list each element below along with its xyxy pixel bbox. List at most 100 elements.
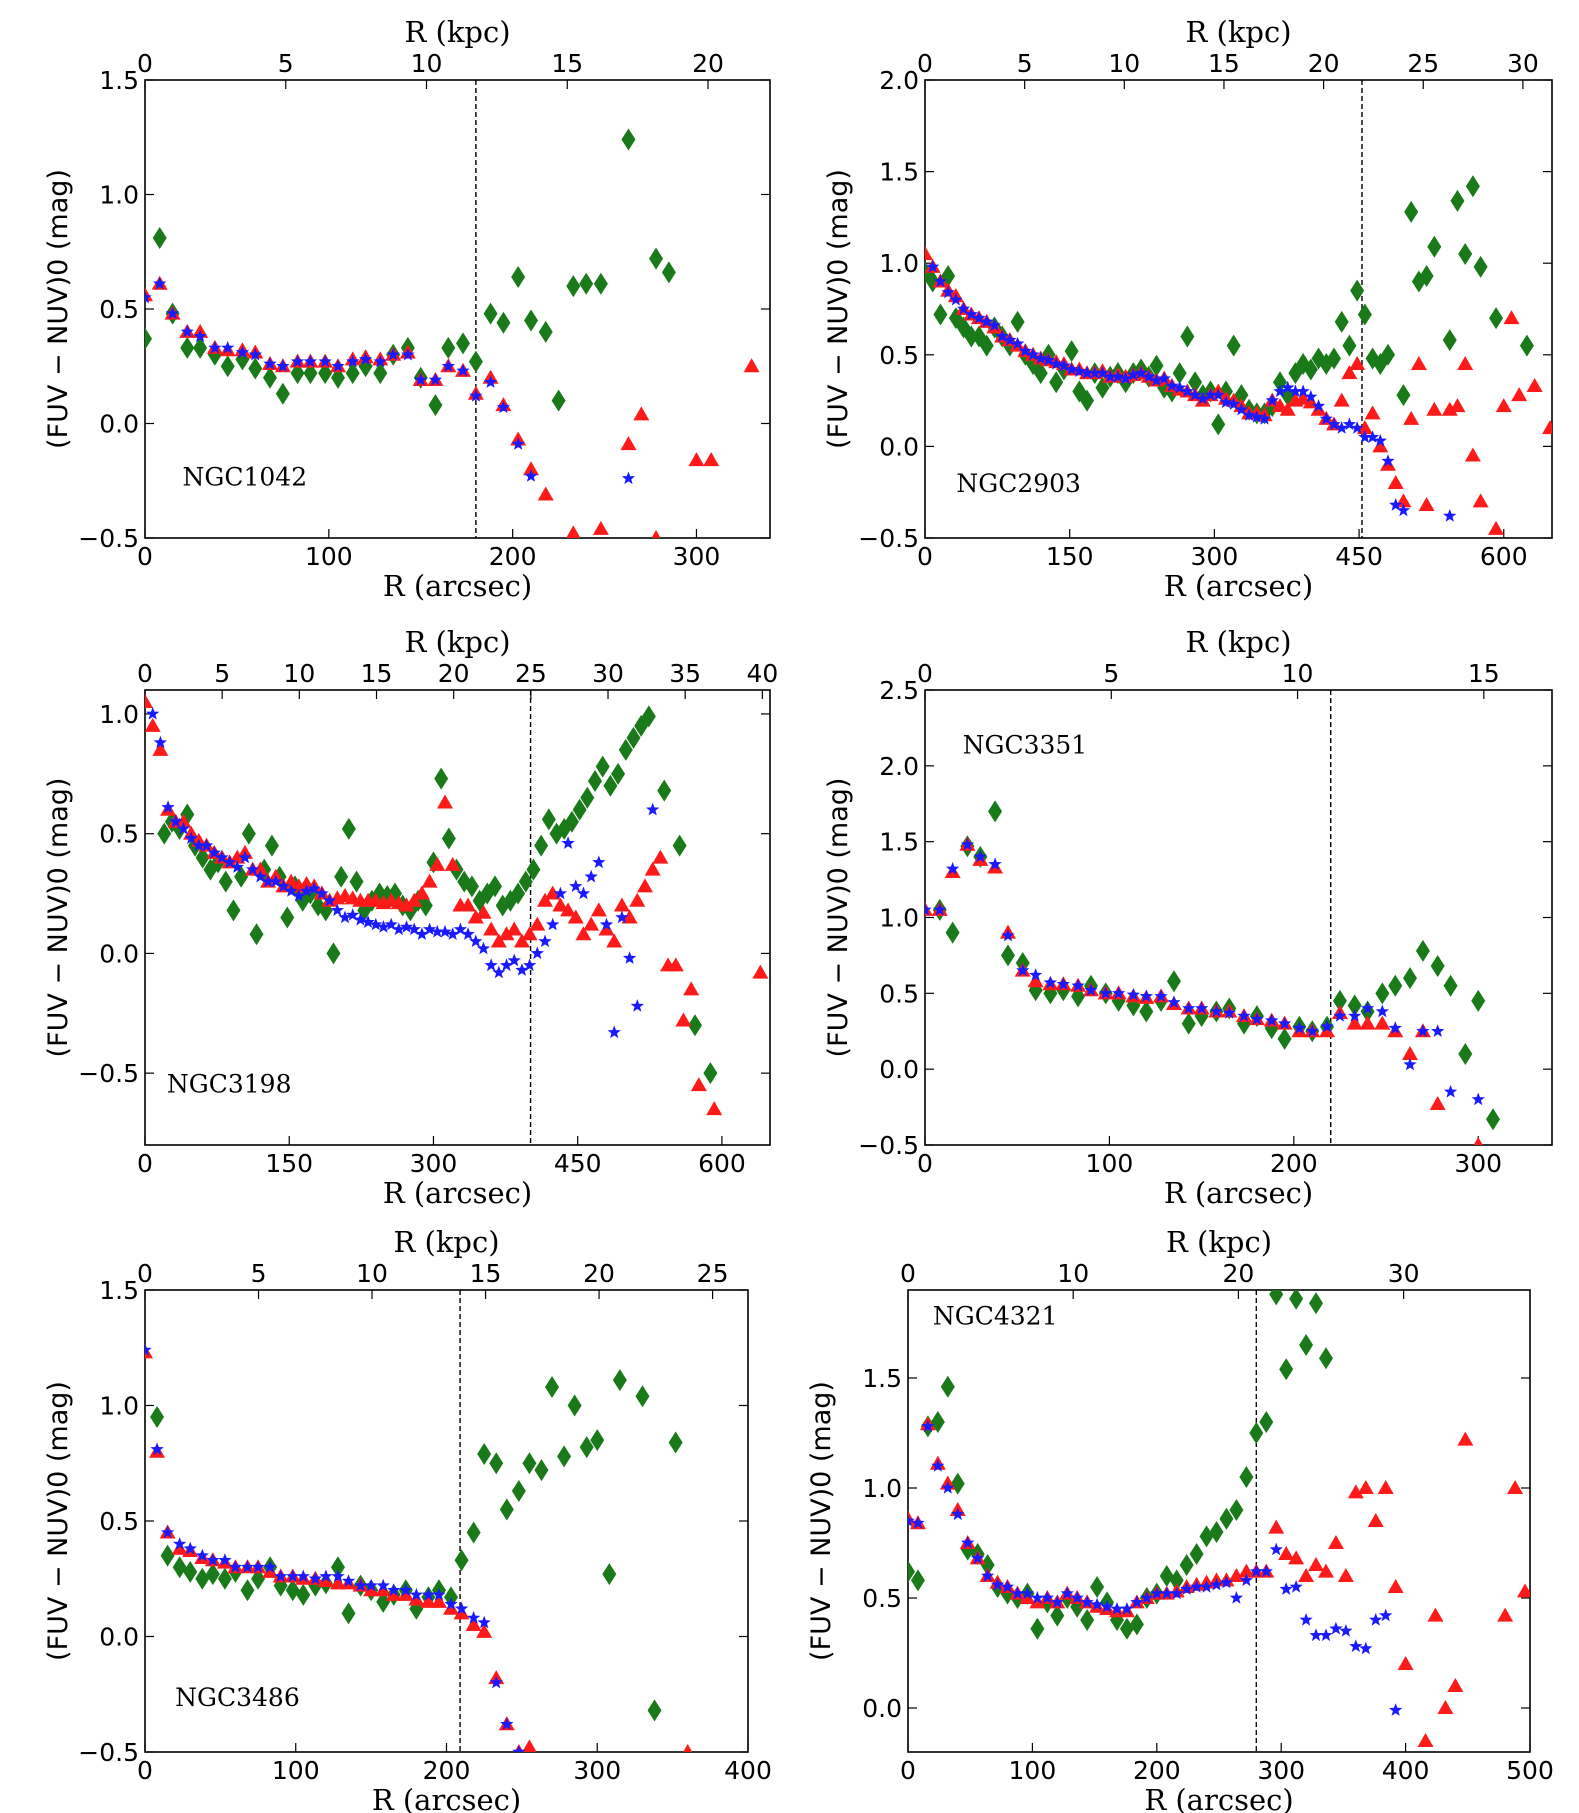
blue-star-point xyxy=(1126,987,1140,1001)
y-tick-label: 0.0 xyxy=(99,410,139,439)
green-diamond-point xyxy=(345,362,360,385)
blue-star-point xyxy=(1203,388,1218,401)
blue-star-point xyxy=(353,912,367,926)
y-tick-label: 0.5 xyxy=(879,979,919,1008)
green-diamond-point xyxy=(1458,243,1473,266)
kpc-tick-label: 15 xyxy=(470,1259,502,1288)
blue-star-point xyxy=(246,862,260,876)
red-triangle-point xyxy=(1441,401,1458,416)
blue-star-point xyxy=(1110,1602,1124,1615)
red-triangle-point xyxy=(652,849,669,864)
green-diamond-point xyxy=(579,1436,594,1459)
red-triangle-point xyxy=(1507,1480,1524,1494)
blue-star-point xyxy=(401,347,415,361)
blue-star-point xyxy=(1070,1591,1084,1604)
blue-star-point xyxy=(1088,366,1102,379)
top-axis-label: R (kpc) xyxy=(404,625,510,659)
y-tick-label: 0.0 xyxy=(879,432,919,461)
blue-star-point xyxy=(1209,1004,1223,1018)
green-diamond-point xyxy=(703,1062,718,1085)
green-diamond-point xyxy=(1049,371,1064,394)
blue-star-point xyxy=(261,874,275,888)
kpc-tick-label: 20 xyxy=(438,659,470,688)
red-triangle-point xyxy=(453,1605,470,1620)
red-triangle-point xyxy=(544,885,561,900)
x-tick-label: 300 xyxy=(673,542,721,571)
red-triangle-point xyxy=(1457,1431,1474,1446)
blue-star-point xyxy=(318,354,332,368)
y-tick-label: −0.5 xyxy=(78,524,139,553)
kpc-tick-label: 10 xyxy=(1057,1259,1089,1288)
green-diamond-point xyxy=(152,227,167,250)
blue-star-point xyxy=(1149,373,1164,387)
x-axis-label: R (arcsec) xyxy=(1164,569,1313,603)
green-diamond-point xyxy=(1129,1613,1144,1636)
blue-star-point xyxy=(483,375,498,388)
green-diamond-point xyxy=(488,875,502,898)
green-diamond-point xyxy=(341,817,356,840)
green-diamond-point xyxy=(1458,1043,1473,1065)
y-axis-label: (FUV − NUV)0 (mag) xyxy=(43,1381,74,1661)
blue-star-point xyxy=(1219,1575,1234,1589)
blue-star-point xyxy=(330,903,344,916)
red-triangle-point xyxy=(429,856,446,871)
blue-star-point xyxy=(1296,384,1310,398)
blue-star-point xyxy=(1195,1001,1209,1015)
green-diamond-point xyxy=(1199,1525,1214,1548)
green-diamond-point xyxy=(1465,175,1480,198)
x-tick-label: 0 xyxy=(137,1149,153,1178)
plot-frame xyxy=(924,79,1553,539)
green-diamond-point xyxy=(1172,362,1187,385)
blue-star-point xyxy=(331,1569,345,1583)
red-triangle-point xyxy=(1278,1546,1295,1560)
x-tick-label: 300 xyxy=(410,1149,458,1178)
green-diamond-point xyxy=(1334,310,1349,333)
green-diamond-point xyxy=(376,1590,391,1613)
blue-star-point xyxy=(946,862,960,875)
red-triangle-point xyxy=(385,1586,402,1601)
blue-star-point xyxy=(1180,384,1194,398)
red-triangle-point xyxy=(1374,1015,1391,1030)
y-tick-label: −0.5 xyxy=(858,1131,919,1160)
blue-star-point xyxy=(1292,1021,1306,1034)
green-diamond-point xyxy=(590,1429,605,1452)
green-diamond-point xyxy=(1357,303,1372,326)
red-triangle-point xyxy=(443,1600,460,1615)
green-diamond-point xyxy=(511,265,526,288)
green-diamond-point xyxy=(275,382,290,405)
blue-star-point xyxy=(546,917,560,931)
green-diamond-point xyxy=(1303,358,1318,381)
blue-star-point xyxy=(961,1536,975,1549)
blue-star-point xyxy=(461,927,475,940)
green-diamond-point xyxy=(511,1479,526,1502)
panel-ngc3351: 0 100 200 300−0.50.00.51.01.52.02.50 5 10 15R … xyxy=(823,625,1553,1210)
blue-star-point xyxy=(500,1717,514,1730)
y-tick-label: 2.0 xyxy=(879,752,919,781)
red-triangle-point xyxy=(522,1739,537,1752)
blue-star-point xyxy=(453,922,467,936)
red-triangle-point xyxy=(1497,1607,1514,1622)
green-diamond-point xyxy=(526,858,541,881)
blue-star-point xyxy=(1227,397,1241,410)
y-tick-label: 0.0 xyxy=(99,1623,139,1652)
red-triangle-point xyxy=(476,1623,493,1638)
blue-star-point xyxy=(995,329,1009,343)
top-axis-label: R (kpc) xyxy=(1166,1225,1272,1259)
blue-star-point xyxy=(1060,1586,1074,1600)
red-triangle-point xyxy=(683,981,700,996)
green-diamond-point xyxy=(1229,1499,1244,1521)
red-triangle-point xyxy=(1349,355,1366,370)
blue-star-point xyxy=(1388,1021,1402,1034)
green-diamond-point xyxy=(1239,1466,1254,1488)
top-axis-label: R (kpc) xyxy=(404,15,510,49)
blue-star-point xyxy=(561,836,575,849)
red-triangle-point xyxy=(560,902,577,917)
plot-frame xyxy=(907,1289,1531,1753)
green-diamond-point xyxy=(688,1014,702,1037)
blue-star-point xyxy=(1157,371,1171,385)
green-diamond-point xyxy=(1443,974,1458,997)
green-diamond-point xyxy=(1000,944,1015,967)
blue-star-point xyxy=(921,1419,935,1433)
green-diamond-point xyxy=(1332,989,1347,1012)
